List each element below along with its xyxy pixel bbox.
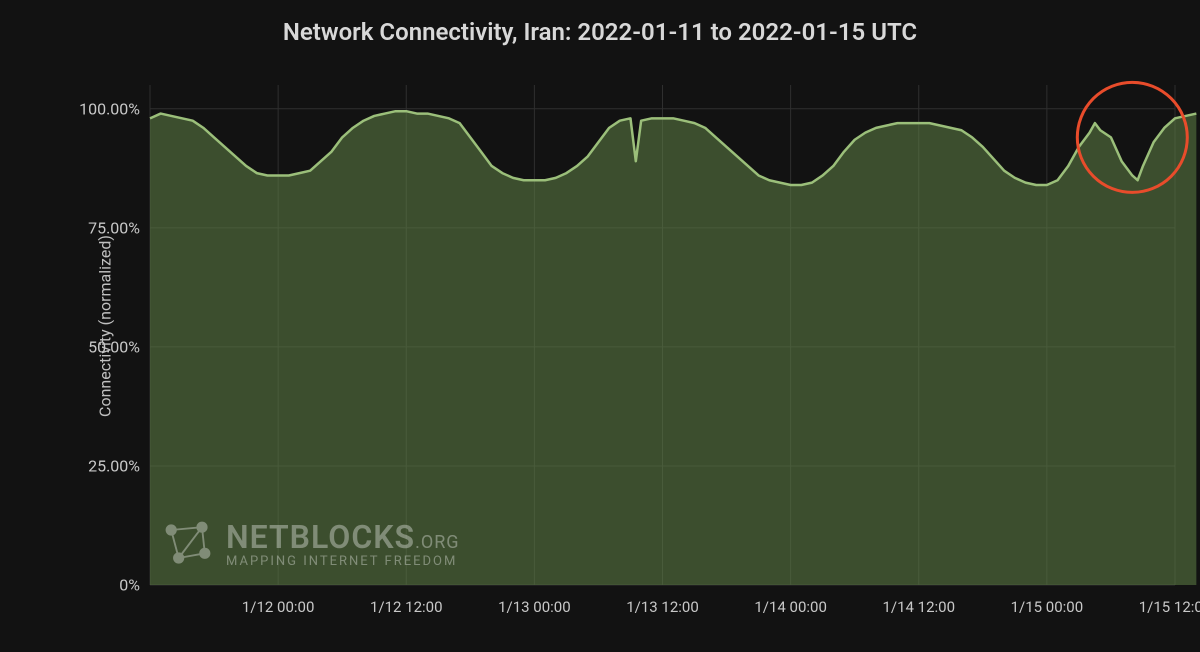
- x-tick-label: 1/15 12:00: [1139, 598, 1200, 616]
- y-tick-label: 25.00%: [50, 456, 140, 475]
- x-tick-label: 1/14 00:00: [754, 598, 827, 616]
- y-tick-label: 50.00%: [50, 337, 140, 356]
- x-tick-label: 1/13 12:00: [626, 598, 699, 616]
- x-tick-label: 1/12 12:00: [370, 598, 443, 616]
- y-tick-label: 100.00%: [50, 99, 140, 118]
- x-tick-label: 1/14 12:00: [882, 598, 955, 616]
- x-tick-label: 1/12 00:00: [242, 598, 315, 616]
- y-tick-label: 0%: [50, 576, 140, 595]
- y-tick-label: 75.00%: [50, 218, 140, 237]
- x-tick-label: 1/15 00:00: [1011, 598, 1084, 616]
- chart-plot-area: [0, 0, 1200, 652]
- x-tick-label: 1/13 00:00: [498, 598, 571, 616]
- chart-container: Network Connectivity, Iran: 2022-01-11 t…: [0, 0, 1200, 652]
